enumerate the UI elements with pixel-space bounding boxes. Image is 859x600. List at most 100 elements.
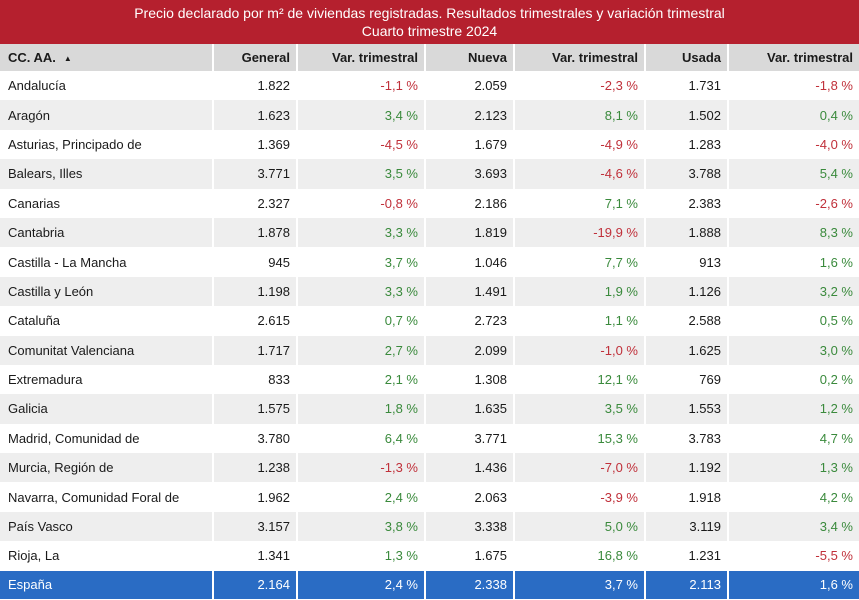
cell-var-nueva: -4,9 % [515, 129, 646, 160]
column-header-usada[interactable]: Usada [646, 44, 729, 71]
total-var-nueva: 3,7 % [515, 570, 646, 599]
cell-usada: 3.119 [646, 511, 729, 542]
cell-var-usada: -1,8 % [729, 71, 859, 101]
cell-nueva: 3.771 [426, 423, 515, 454]
cell-general: 3.157 [214, 511, 298, 542]
column-header-var-general[interactable]: Var. trimestral [298, 44, 426, 71]
cell-region: Castilla y León [0, 276, 214, 307]
cell-usada: 1.502 [646, 100, 729, 130]
cell-usada: 3.788 [646, 159, 729, 189]
title-line-1: Precio declarado por m² de viviendas reg… [134, 5, 725, 21]
total-row: España 2.164 2,4 % 2.338 3,7 % 2.113 1,6… [0, 570, 859, 599]
cell-usada: 1.192 [646, 453, 729, 483]
header-row: CC. AA. ▲ General Var. trimestral Nueva V… [0, 44, 859, 71]
column-header-var-usada[interactable]: Var. trimestral [729, 44, 859, 71]
cell-var-nueva: -19,9 % [515, 217, 646, 248]
column-header-var-nueva[interactable]: Var. trimestral [515, 44, 646, 71]
cell-var-nueva: 15,3 % [515, 423, 646, 454]
cell-var-usada: 1,2 % [729, 394, 859, 424]
cell-var-general: 3,3 % [298, 276, 426, 307]
cell-general: 2.327 [214, 188, 298, 218]
cell-var-general: 2,1 % [298, 364, 426, 395]
cell-var-usada: 8,3 % [729, 217, 859, 248]
total-var-general: 2,4 % [298, 570, 426, 599]
cell-var-nueva: -1,0 % [515, 335, 646, 365]
cell-var-usada: 3,2 % [729, 276, 859, 307]
cell-var-nueva: -7,0 % [515, 453, 646, 483]
table-title: Precio declarado por m² de viviendas reg… [0, 0, 859, 44]
cell-nueva: 2.186 [426, 188, 515, 218]
cell-region: Navarra, Comunidad Foral de [0, 482, 214, 512]
cell-region: Andalucía [0, 71, 214, 101]
cell-var-usada: 0,5 % [729, 306, 859, 336]
table-row: Cataluña 2.615 0,7 % 2.723 1,1 % 2.588 0,5 % [0, 306, 859, 336]
cell-var-usada: 4,2 % [729, 482, 859, 512]
cell-var-general: 1,3 % [298, 541, 426, 571]
cell-var-usada: -4,0 % [729, 129, 859, 160]
cell-general: 1.341 [214, 541, 298, 571]
cell-usada: 1.731 [646, 71, 729, 101]
cell-nueva: 2.063 [426, 482, 515, 512]
cell-general: 2.615 [214, 306, 298, 336]
table-row: Murcia, Región de 1.238 -1,3 % 1.436 -7,0 % 1… [0, 453, 859, 483]
cell-var-general: 3,3 % [298, 217, 426, 248]
cell-nueva: 1.308 [426, 364, 515, 395]
cell-nueva: 1.635 [426, 394, 515, 424]
cell-var-nueva: 1,9 % [515, 276, 646, 307]
cell-usada: 1.918 [646, 482, 729, 512]
cell-nueva: 1.819 [426, 217, 515, 248]
cell-nueva: 1.679 [426, 129, 515, 160]
cell-var-usada: 1,6 % [729, 247, 859, 277]
cell-usada: 3.783 [646, 423, 729, 454]
cell-var-general: 2,4 % [298, 482, 426, 512]
column-header-label: CC. AA. [8, 50, 56, 65]
table-row: Asturias, Principado de 1.369 -4,5 % 1.679-… [0, 129, 859, 160]
cell-general: 1.198 [214, 276, 298, 307]
cell-general: 1.623 [214, 100, 298, 130]
total-region: España [0, 570, 214, 599]
cell-region: Balears, Illes [0, 159, 214, 189]
cell-nueva: 2.099 [426, 335, 515, 365]
cell-var-general: 3,7 % [298, 247, 426, 277]
cell-var-general: 0,7 % [298, 306, 426, 336]
cell-general: 1.962 [214, 482, 298, 512]
table-row: Andalucía 1.822 -1,1 % 2.059 -2,3 % 1.731 -1,8… [0, 71, 859, 101]
cell-region: Madrid, Comunidad de [0, 423, 214, 454]
cell-var-nueva: 3,5 % [515, 394, 646, 424]
cell-usada: 1.126 [646, 276, 729, 307]
column-header-ccaa[interactable]: CC. AA. ▲ [0, 44, 214, 71]
cell-general: 945 [214, 247, 298, 277]
cell-general: 1.717 [214, 335, 298, 365]
cell-region: Canarias [0, 188, 214, 218]
cell-var-usada: -5,5 % [729, 541, 859, 571]
cell-region: Comunitat Valenciana [0, 335, 214, 365]
cell-usada: 1.283 [646, 129, 729, 160]
cell-general: 1.369 [214, 129, 298, 160]
cell-region: Asturias, Principado de [0, 129, 214, 160]
column-header-nueva[interactable]: Nueva [426, 44, 515, 71]
cell-region: Cataluña [0, 306, 214, 336]
column-header-general[interactable]: General [214, 44, 298, 71]
cell-var-nueva: 5,0 % [515, 511, 646, 542]
table-row: Castilla - La Mancha 945 3,7 % 1.046 7,7 % 91… [0, 247, 859, 277]
cell-region: Aragón [0, 100, 214, 130]
table-row: Madrid, Comunidad de 3.780 6,4 % 3.771 15,3 … [0, 423, 859, 454]
cell-var-nueva: -4,6 % [515, 159, 646, 189]
table-row: Balears, Illes 3.771 3,5 % 3.693 -4,6 % 3.788… [0, 159, 859, 189]
table-row: Castilla y León 1.198 3,3 % 1.491 1,9 % 1.126… [0, 276, 859, 307]
cell-var-usada: 1,3 % [729, 453, 859, 483]
table-row: Galicia 1.575 1,8 % 1.635 3,5 % 1.553 1,2 % [0, 394, 859, 424]
cell-general: 1.575 [214, 394, 298, 424]
cell-general: 833 [214, 364, 298, 395]
sort-ascending-icon[interactable]: ▲ [63, 54, 72, 64]
cell-var-nueva: -2,3 % [515, 71, 646, 101]
cell-var-usada: 3,0 % [729, 335, 859, 365]
cell-var-general: 3,4 % [298, 100, 426, 130]
cell-usada: 1.625 [646, 335, 729, 365]
total-general: 2.164 [214, 570, 298, 599]
cell-nueva: 2.123 [426, 100, 515, 130]
cell-usada: 1.553 [646, 394, 729, 424]
table-row: Comunitat Valenciana 1.717 2,7 % 2.099 -1,0 … [0, 335, 859, 365]
cell-region: Galicia [0, 394, 214, 424]
table-row: Canarias 2.327 -0,8 % 2.186 7,1 % 2.383 -2,6 % [0, 188, 859, 218]
